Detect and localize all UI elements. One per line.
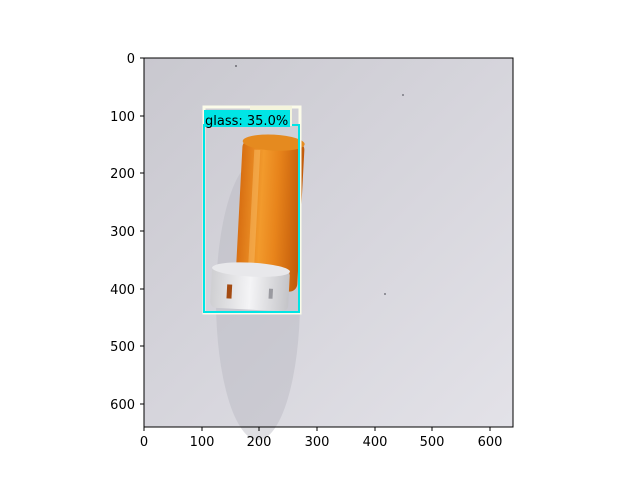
x-tick-label: 100 — [190, 435, 215, 450]
x-tick-label: 300 — [305, 435, 330, 450]
x-tick-label: 600 — [478, 435, 503, 450]
y-tick-label: 0 — [127, 52, 135, 67]
photo-background — [144, 58, 513, 427]
axes-frame — [143, 57, 514, 428]
y-tick-label: 400 — [110, 283, 135, 298]
cap-notch-1 — [226, 284, 233, 299]
detection-label: glass: 35.0% — [205, 114, 288, 129]
pill-bottle — [210, 134, 305, 312]
x-tick-label: 400 — [363, 435, 388, 450]
speck — [402, 94, 404, 96]
detection-label-background — [204, 110, 290, 127]
bottle-cap — [210, 265, 290, 312]
detection: glass: 35.0% — [202, 105, 302, 315]
cap-notch-2 — [268, 288, 274, 299]
y-tick-label: 500 — [110, 340, 135, 355]
y-tick-label: 200 — [110, 167, 135, 182]
speck — [235, 65, 237, 67]
y-tick-label: 300 — [110, 225, 135, 240]
bottle-highlight — [247, 149, 261, 280]
x-tick-label: 0 — [140, 435, 148, 450]
bottle-top — [242, 134, 305, 151]
x-tick-label: 200 — [247, 435, 272, 450]
x-axis: 0 100 200 300 400 500 600 — [140, 427, 503, 450]
cap-rim — [212, 262, 290, 277]
speck — [384, 293, 386, 295]
y-tick-label: 100 — [110, 110, 135, 125]
y-tick-label: 600 — [110, 398, 135, 413]
x-tick-label: 500 — [420, 435, 445, 450]
photo — [144, 58, 513, 440]
y-axis: 0 100 200 300 400 500 600 — [110, 52, 144, 413]
